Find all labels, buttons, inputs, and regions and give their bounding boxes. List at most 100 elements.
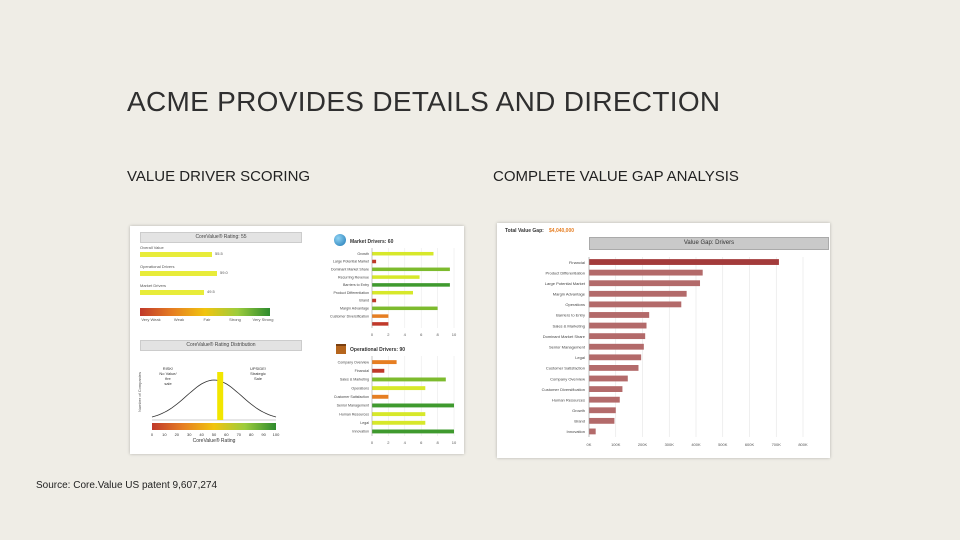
operational-driver-bar (372, 368, 385, 373)
scale-label: Strong (229, 317, 241, 322)
value-gap-tick: 400K (691, 442, 701, 447)
market-driver-bar (372, 267, 450, 272)
operational-driver-label: Sales & Marketing (340, 378, 369, 382)
market-driver-bar (372, 322, 389, 326)
distribution-tick: 100 (273, 432, 280, 437)
distribution-ylabel: Number of Companies (137, 372, 142, 412)
market-driver-tick: 6 (420, 332, 423, 337)
value-gap-bar (589, 375, 628, 382)
value-gap-analysis-image: Total Value Gap: $4,040,000 Value Gap: D… (497, 223, 830, 458)
distribution-tick: 80 (249, 432, 254, 437)
value-gap-tick: 800K (798, 442, 808, 447)
market-driver-label: Brand (359, 299, 369, 303)
distribution-marker (217, 372, 224, 420)
value-gap-bar (589, 428, 596, 435)
rating-row-label: Market Drivers (140, 283, 167, 288)
value-gap-label: Customer Satisfaction (546, 366, 585, 371)
value-gap-header: Value Gap: Drivers (589, 237, 829, 250)
value-gap-bar (589, 333, 646, 340)
operational-drivers-title: Operational Drivers: 90 (350, 347, 406, 353)
market-driver-tick: 8 (436, 332, 439, 337)
upside-label: Sale (254, 376, 263, 381)
value-gap-label: Senior Management (549, 345, 586, 350)
globe-icon (334, 234, 346, 246)
market-driver-bar (372, 314, 389, 318)
upside-label: Strategic (250, 371, 266, 376)
value-gap-chart: 0K 100K 200K 300K 400K 500K 600K 700K 800K Financ… (542, 257, 808, 447)
operational-drivers-chart: 0 2 4 6 8 10 Company Overview Financial Sales & … (334, 356, 457, 445)
value-gap-label: Margin Advantage (553, 292, 586, 297)
market-driver-label: Recurring Revenue (338, 275, 369, 279)
distribution-tick: 90 (261, 432, 266, 437)
value-gap-bar (589, 396, 620, 403)
distribution-gradient-bar (152, 423, 276, 430)
market-drivers-title: Market Drivers: 60 (350, 239, 394, 245)
distribution-tick: 40 (199, 432, 204, 437)
operational-driver-bar (372, 394, 389, 399)
value-gap-label: Financial (569, 260, 585, 265)
value-gap-bar (589, 280, 701, 287)
distribution-tick: 70 (237, 432, 242, 437)
operational-driver-tick: 10 (452, 440, 457, 445)
operational-driver-label: Company Overview (338, 360, 370, 364)
rating-scale-labels: Very Weak Weak Fair Strong Very Strong (140, 317, 273, 328)
value-gap-bar (589, 365, 639, 371)
total-value-gap-amount: $4,040,000 (549, 228, 575, 234)
value-gap-tick: 100K (611, 442, 621, 447)
value-gap-label: Large Potential Market (545, 281, 586, 286)
value-driver-scoring-image: CoreValue® Rating: 55 Overall Value 55.5 O… (130, 226, 464, 454)
rating-row-bar (140, 252, 212, 257)
value-gap-tick: 0K (587, 442, 592, 447)
operational-driver-bar (372, 360, 397, 365)
value-gap-bar (589, 259, 779, 265)
rating-scale-bar (140, 308, 270, 316)
market-driver-bar (372, 298, 377, 303)
slide-title: ACME PROVIDES DETAILS AND DIRECTION (127, 86, 721, 117)
operational-driver-bar (372, 403, 454, 408)
total-value-gap-label: Total Value Gap: (505, 228, 544, 234)
rating-row-value: 59.0 (220, 270, 228, 275)
value-gap-bar (589, 354, 642, 361)
value-gap-label: Brand (574, 419, 585, 424)
operational-driver-bar (372, 412, 426, 417)
market-driver-label: Margin Advantage (340, 307, 369, 311)
rating-row-value: 55.5 (215, 251, 223, 256)
market-driver-bar (372, 259, 377, 264)
rating-row-label: Overall Value (140, 245, 164, 250)
value-gap-label: Sales & Marketing (553, 323, 585, 328)
distribution-tick: 0 (151, 432, 154, 437)
risk-label: sale (164, 381, 172, 386)
distribution-tick: 50 (212, 432, 217, 437)
distribution-tick: 30 (187, 432, 192, 437)
operational-driver-bar (372, 377, 446, 382)
market-driver-label: Barriers to Entry (343, 283, 369, 287)
value-gap-label: Dominant Market Share (543, 334, 586, 339)
market-driver-tick: 0 (371, 332, 374, 337)
rating-row-bar (140, 290, 204, 295)
risk-label: fire (165, 376, 171, 381)
scale-label: Fair (203, 317, 211, 322)
value-gap-bar (589, 417, 615, 424)
value-gap-label: Product Differentiation (545, 270, 585, 275)
market-driver-tick: 10 (452, 332, 457, 337)
value-gap-label: Legal (575, 355, 585, 360)
rating-row-label: Operational Drivers (140, 264, 175, 269)
value-gap-tick: 300K (665, 442, 675, 447)
market-driver-bar (372, 275, 420, 279)
scale-label: Very Weak (141, 317, 161, 322)
operational-driver-tick: 0 (371, 440, 374, 445)
market-driver-tick: 2 (387, 332, 390, 337)
value-gap-tick: 500K (718, 442, 728, 447)
operational-driver-tick: 6 (420, 440, 423, 445)
operational-driver-label: Innovation (352, 430, 369, 434)
distribution-curve (151, 379, 277, 418)
value-gap-bar (589, 301, 682, 308)
upside-label: UPSIDE! (250, 366, 266, 371)
value-gap-bar (589, 290, 687, 297)
market-driver-label: Growth (357, 252, 369, 256)
operational-driver-tick: 8 (436, 440, 439, 445)
distribution-tick: 20 (175, 432, 180, 437)
value-gap-tick: 700K (772, 442, 782, 447)
operational-driver-bar (372, 386, 426, 391)
value-gap-label: Human Resources (552, 397, 585, 402)
